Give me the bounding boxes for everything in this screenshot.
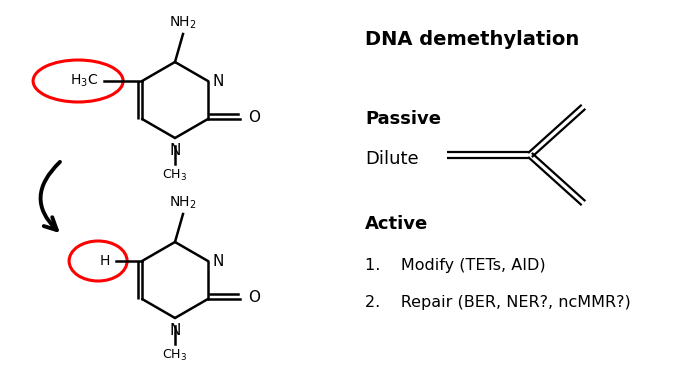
Text: Dilute: Dilute — [365, 150, 419, 168]
Text: N: N — [213, 74, 224, 88]
FancyArrowPatch shape — [41, 162, 60, 230]
Text: N: N — [169, 143, 181, 158]
Text: N: N — [169, 323, 181, 338]
Text: O: O — [248, 111, 260, 126]
Text: 1.    Modify (TETs, AID): 1. Modify (TETs, AID) — [365, 258, 545, 273]
Text: H: H — [99, 254, 110, 268]
Text: DNA demethylation: DNA demethylation — [365, 30, 580, 49]
Text: NH$_2$: NH$_2$ — [169, 15, 197, 31]
Text: CH$_3$: CH$_3$ — [162, 168, 188, 183]
Text: O: O — [248, 291, 260, 306]
Text: H$_3$C: H$_3$C — [70, 73, 98, 89]
Text: NH$_2$: NH$_2$ — [169, 195, 197, 211]
Text: N: N — [213, 254, 224, 268]
Text: Passive: Passive — [365, 110, 441, 128]
Text: CH$_3$: CH$_3$ — [162, 348, 188, 363]
Text: Active: Active — [365, 215, 428, 233]
Text: 2.    Repair (BER, NER?, ncMMR?): 2. Repair (BER, NER?, ncMMR?) — [365, 295, 631, 310]
